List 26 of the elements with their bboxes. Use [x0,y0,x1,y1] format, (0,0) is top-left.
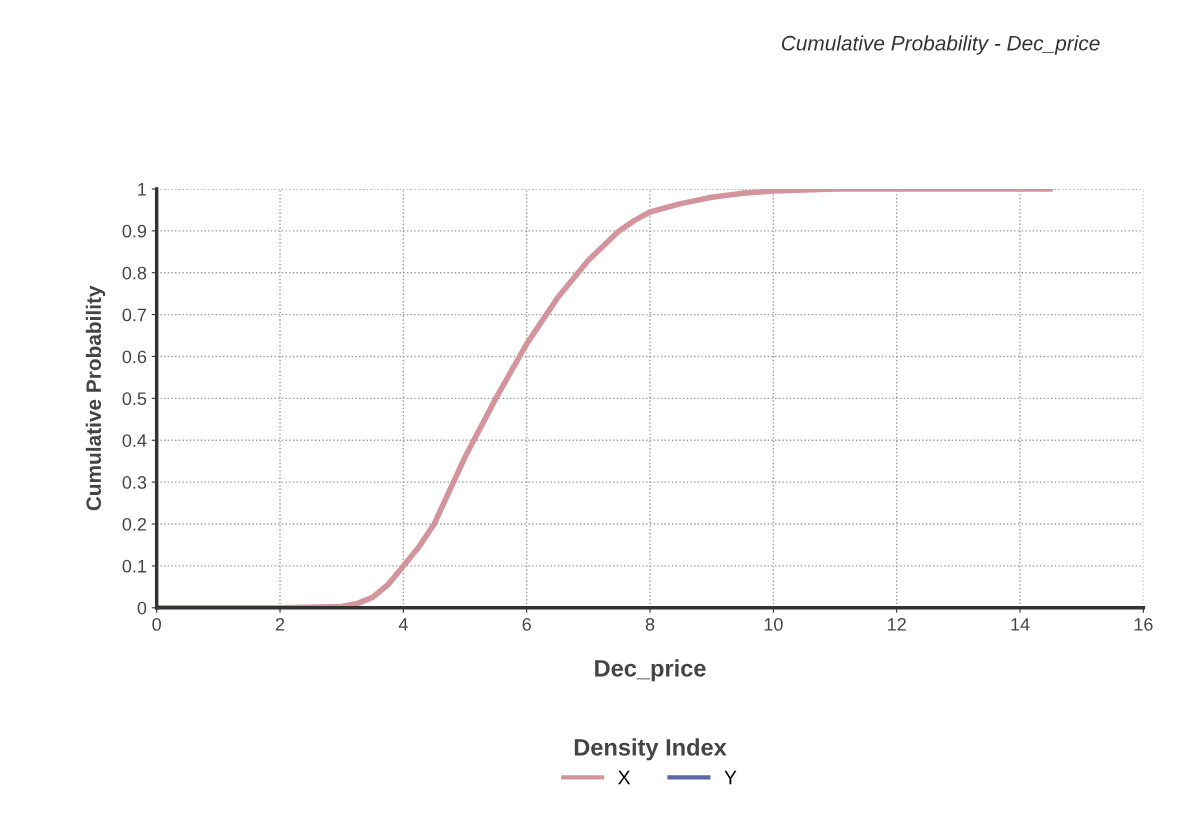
x-tick-label: 10 [764,617,783,631]
legend-label: X [618,770,631,785]
y-tick-label: 0.6 [122,350,147,364]
x-tick-label: 0 [152,617,161,631]
x-tick-label: 2 [275,617,285,631]
x-tick-label: 6 [522,617,531,631]
legend-title: Density Index [574,738,727,761]
y-axis-title: Cumulative Probability [85,285,106,511]
x-tick-label: 12 [888,617,906,631]
y-tick-label: 0.7 [122,308,147,322]
x-tick-label: 4 [398,618,408,631]
chart-title: Cumulative Probability - Dec_price [781,35,1100,55]
x-axis-title: Dec_price [595,659,706,682]
y-tick-label: 0 [137,601,147,615]
y-tick-label: 0.9 [122,224,147,238]
x-tick-label: 14 [1011,618,1030,631]
legend-label: Y [724,770,737,785]
y-tick-label: 0.1 [122,559,147,573]
y-tick-label: 0.2 [122,517,147,531]
y-tick-label: 0.3 [122,476,147,489]
y-tick-label: 0.8 [122,266,147,280]
y-tick-label: 1 [138,183,147,196]
y-tick-label: 0.4 [122,434,147,447]
x-tick-label: 8 [645,617,655,631]
x-tick-label: 16 [1134,617,1153,631]
y-tick-label: 0.5 [122,392,147,406]
